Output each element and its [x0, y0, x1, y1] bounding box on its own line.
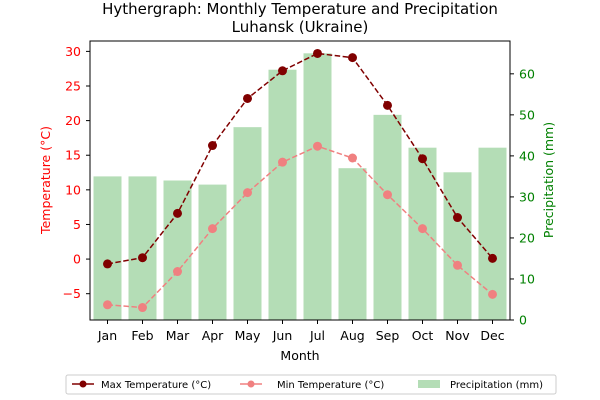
- x-tick-label-mar: Mar: [166, 328, 190, 343]
- right-y-tick-label: 40: [519, 148, 535, 163]
- x-tick-label-feb: Feb: [131, 328, 153, 343]
- min-temp-point-dec: [488, 289, 497, 299]
- min-temp-point-oct: [418, 224, 427, 234]
- legend-max-label: Max Temperature (°C): [101, 380, 211, 391]
- precipitation-bars: [93, 53, 507, 321]
- right-y-tick-label: 60: [519, 66, 535, 81]
- min-temp-point-jun: [278, 157, 287, 167]
- x-tick-label-jun: Jun: [272, 328, 293, 343]
- x-tick-label-dec: Dec: [480, 328, 504, 343]
- right-y-tick-label: 30: [519, 189, 535, 204]
- legend-max-marker: [79, 380, 87, 388]
- precip-bar-jun: [268, 69, 297, 320]
- right-y-tick-label: 0: [519, 313, 527, 328]
- precip-bar-mar: [163, 180, 192, 320]
- left-y-tick-label: 30: [65, 44, 81, 59]
- precip-bar-jan: [93, 176, 122, 320]
- x-tick-label-sep: Sep: [376, 328, 400, 343]
- left-y-tick-label: 25: [65, 79, 81, 94]
- min-temp-point-mar: [173, 267, 182, 277]
- chart-title-line2: Luhansk (Ukraine): [232, 18, 369, 36]
- left-y-tick-label: 5: [73, 217, 81, 232]
- legend-precip-swatch: [418, 380, 440, 388]
- legend-min-marker: [247, 380, 255, 388]
- x-tick-label-aug: Aug: [340, 328, 364, 343]
- left-y-tick-label: 10: [65, 182, 81, 197]
- precip-bar-sep: [373, 114, 402, 320]
- max-temp-point-feb: [138, 253, 147, 263]
- max-temperature-line: [107, 52, 494, 265]
- left-y-tick-label: −5: [63, 286, 81, 301]
- max-temp-point-sep: [383, 100, 392, 110]
- max-temp-point-may: [243, 93, 252, 103]
- min-temp-point-may: [243, 188, 252, 198]
- precip-bar-feb: [128, 176, 157, 320]
- right-y-tick-label: 20: [519, 230, 535, 245]
- legend-box: [65, 374, 557, 395]
- min-temp-point-aug: [348, 153, 357, 163]
- legend: Max Temperature (°C) Min Temperature (°C…: [65, 374, 557, 395]
- legend-precip-label: Precipitation (mm): [450, 380, 543, 391]
- min-temp-point-jan: [103, 300, 112, 310]
- max-temp-point-aug: [348, 53, 357, 63]
- chart-title-line1: Hythergraph: Monthly Temperature and Pre…: [102, 0, 498, 18]
- plot-frame: [89, 40, 511, 321]
- precip-bar-oct: [408, 147, 437, 320]
- x-tick-label-jul: Jul: [309, 328, 325, 343]
- left-y-tick-label: 0: [73, 252, 81, 267]
- precip-bar-aug: [338, 168, 367, 320]
- min-temp-point-nov: [453, 260, 462, 270]
- left-y-axis-label: Temperature (°C): [38, 126, 53, 235]
- min-temp-point-apr: [208, 224, 217, 234]
- max-temp-point-jul: [313, 48, 322, 58]
- max-temp-point-dec: [488, 253, 497, 263]
- min-temp-point-feb: [138, 303, 147, 313]
- precip-bar-may: [233, 127, 262, 320]
- right-y-axis-label: Precipitation (mm): [541, 122, 556, 238]
- max-temp-point-mar: [173, 208, 182, 218]
- max-temp-point-apr: [208, 141, 217, 151]
- precip-bar-apr: [198, 184, 227, 320]
- x-tick-label-jan: Jan: [97, 328, 117, 343]
- precip-bar-jul: [303, 53, 332, 321]
- min-temp-point-jul: [313, 141, 322, 151]
- max-temp-point-nov: [453, 213, 462, 223]
- temperature-lines: [103, 48, 497, 313]
- left-y-tick-label: 15: [65, 148, 81, 163]
- x-tick-label-may: May: [235, 328, 261, 343]
- left-y-tick-label: 20: [65, 113, 81, 128]
- min-temperature-line: [107, 145, 493, 309]
- x-tick-label-oct: Oct: [412, 328, 434, 343]
- x-tick-label-apr: Apr: [202, 328, 224, 343]
- max-temp-point-oct: [418, 154, 427, 164]
- min-temp-point-sep: [383, 190, 392, 200]
- max-temp-point-jun: [278, 66, 287, 76]
- x-axis-label: Month: [280, 348, 319, 363]
- legend-min-label: Min Temperature (°C): [277, 380, 384, 391]
- x-tick-label-nov: Nov: [445, 328, 470, 343]
- right-y-tick-label: 10: [519, 271, 535, 286]
- right-y-tick-label: 50: [519, 107, 535, 122]
- max-temp-point-jan: [103, 259, 112, 269]
- axes: Jan Feb Mar Apr May Jun Jul Aug Sep Oct Nov Dec −5 0 5…: [63, 44, 535, 343]
- precip-bar-nov: [443, 172, 472, 320]
